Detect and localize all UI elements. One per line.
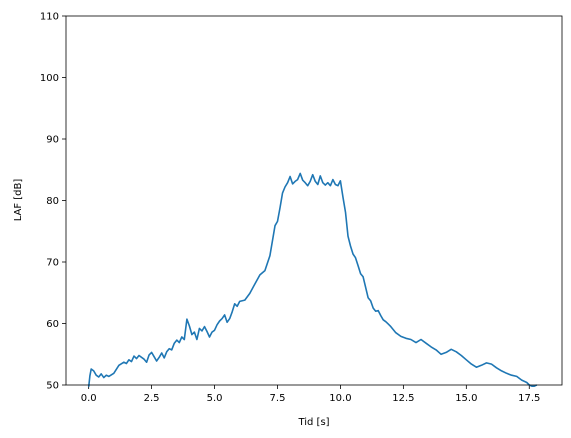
x-tick-label: 5.0	[207, 393, 223, 404]
series-line	[87, 172, 538, 388]
x-tick-label: 10.0	[329, 393, 351, 404]
y-tick-label: 50	[46, 381, 59, 392]
y-axis-title: LAF [dB]	[13, 179, 24, 222]
y-tick-label: 90	[46, 135, 59, 146]
x-tick-label: 0.0	[81, 393, 97, 404]
plot-frame	[65, 15, 563, 386]
y-axis-ticks: 50 60 70 80 90 100 110	[40, 12, 66, 392]
y-tick-label: 80	[46, 196, 59, 207]
y-tick-label: 70	[46, 258, 59, 269]
x-tick-label: 15.0	[455, 393, 477, 404]
y-tick-label: 100	[40, 73, 59, 84]
plot-area	[66, 16, 562, 385]
y-tick-label: 110	[40, 12, 59, 23]
x-tick-label: 12.5	[392, 393, 414, 404]
x-tick-label: 17.5	[518, 393, 540, 404]
x-axis-title: Tid [s]	[297, 417, 329, 428]
x-axis-ticks: 0.0 2.5 5.0 7.5 10.0 12.5 15.0 17.5	[81, 385, 540, 404]
y-tick-label: 60	[46, 319, 59, 330]
x-tick-label: 7.5	[270, 393, 286, 404]
x-tick-label: 2.5	[144, 393, 160, 404]
